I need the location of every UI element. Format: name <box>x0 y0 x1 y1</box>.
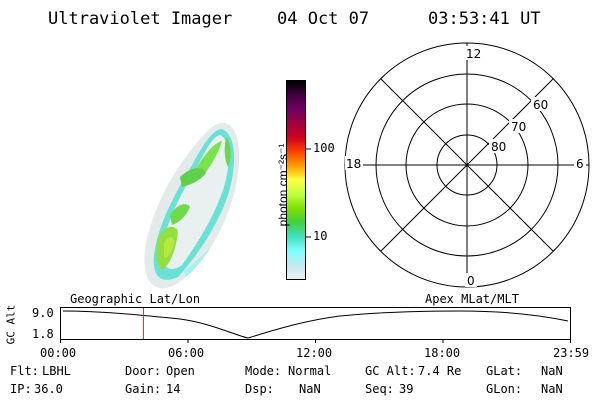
mlt-label-6: 6 <box>576 157 584 171</box>
colorbar-ticks <box>306 148 311 238</box>
mlt-label-0: 0 <box>467 274 475 288</box>
info-ip-label: IP: <box>10 382 32 396</box>
info-flt-value: LBHL <box>42 364 71 378</box>
info-glon-label: GLon: <box>486 382 523 396</box>
orbit-y-tick-9: 9.0 <box>32 306 54 320</box>
instrument-title: Ultraviolet Imager <box>48 9 233 29</box>
colorbar <box>286 80 311 280</box>
lat-label-60: 60 <box>533 98 548 112</box>
mlt-label-12: 12 <box>466 47 481 61</box>
info-mode-value: Normal <box>288 364 332 378</box>
orbit-plot <box>60 307 571 343</box>
orbit-x-tick-1200: 12:00 <box>296 346 333 360</box>
orbit-y-axis-label: GC Alt <box>4 304 18 345</box>
info-gain-label: Gain: <box>125 382 162 396</box>
orbit-left-title: Geographic Lat/Lon <box>70 292 201 306</box>
info-seq-value: 39 <box>399 382 414 396</box>
polar-plot: 12 0 18 6 60 70 80 <box>344 42 590 288</box>
orbit-x-tick-1800: 18:00 <box>424 346 461 360</box>
orbit-altitude-curve <box>62 310 569 339</box>
info-gcalt-label: GC Alt: <box>365 364 416 378</box>
info-ip-value: 36.0 <box>34 382 63 396</box>
info-glat-value: NaN <box>541 364 563 378</box>
info-gain-value: 14 <box>166 382 181 396</box>
lat-label-80: 80 <box>491 140 506 154</box>
orbit-x-tick-0000: 00:00 <box>40 346 77 360</box>
mlt-label-18: 18 <box>346 157 361 171</box>
colorbar-tick-100: 100 <box>313 141 335 155</box>
orbit-x-tick-2359: 23:59 <box>553 346 590 360</box>
info-door-label: Door: <box>125 364 162 378</box>
orbit-right-title: Apex MLat/MLT <box>425 292 519 306</box>
time-label: 03:53:41 UT <box>428 9 541 29</box>
colorbar-unit-label: photon cm⁻²s⁻¹ <box>276 143 290 227</box>
colorbar-tick-10: 10 <box>313 229 328 243</box>
orbit-y-tick-1.8: 1.8 <box>32 327 54 341</box>
info-seq-label: Seq: <box>365 382 394 396</box>
info-glat-label: GLat: <box>486 364 523 378</box>
info-glon-value: NaN <box>541 382 563 396</box>
orbit-x-tick-0600: 06:00 <box>168 346 205 360</box>
info-dsp-label: Dsp: <box>245 382 274 396</box>
info-door-value: Open <box>166 364 195 378</box>
info-mode-label: Mode: <box>245 364 282 378</box>
info-gcalt-value: 7.4 Re <box>418 364 462 378</box>
aurora-image <box>144 122 240 289</box>
info-dsp-value: NaN <box>299 382 321 396</box>
mlt-line-diag-2 <box>380 78 554 252</box>
date-label: 04 Oct 07 <box>277 9 370 29</box>
info-flt-label: Flt: <box>10 364 39 378</box>
lat-label-70: 70 <box>511 120 526 134</box>
